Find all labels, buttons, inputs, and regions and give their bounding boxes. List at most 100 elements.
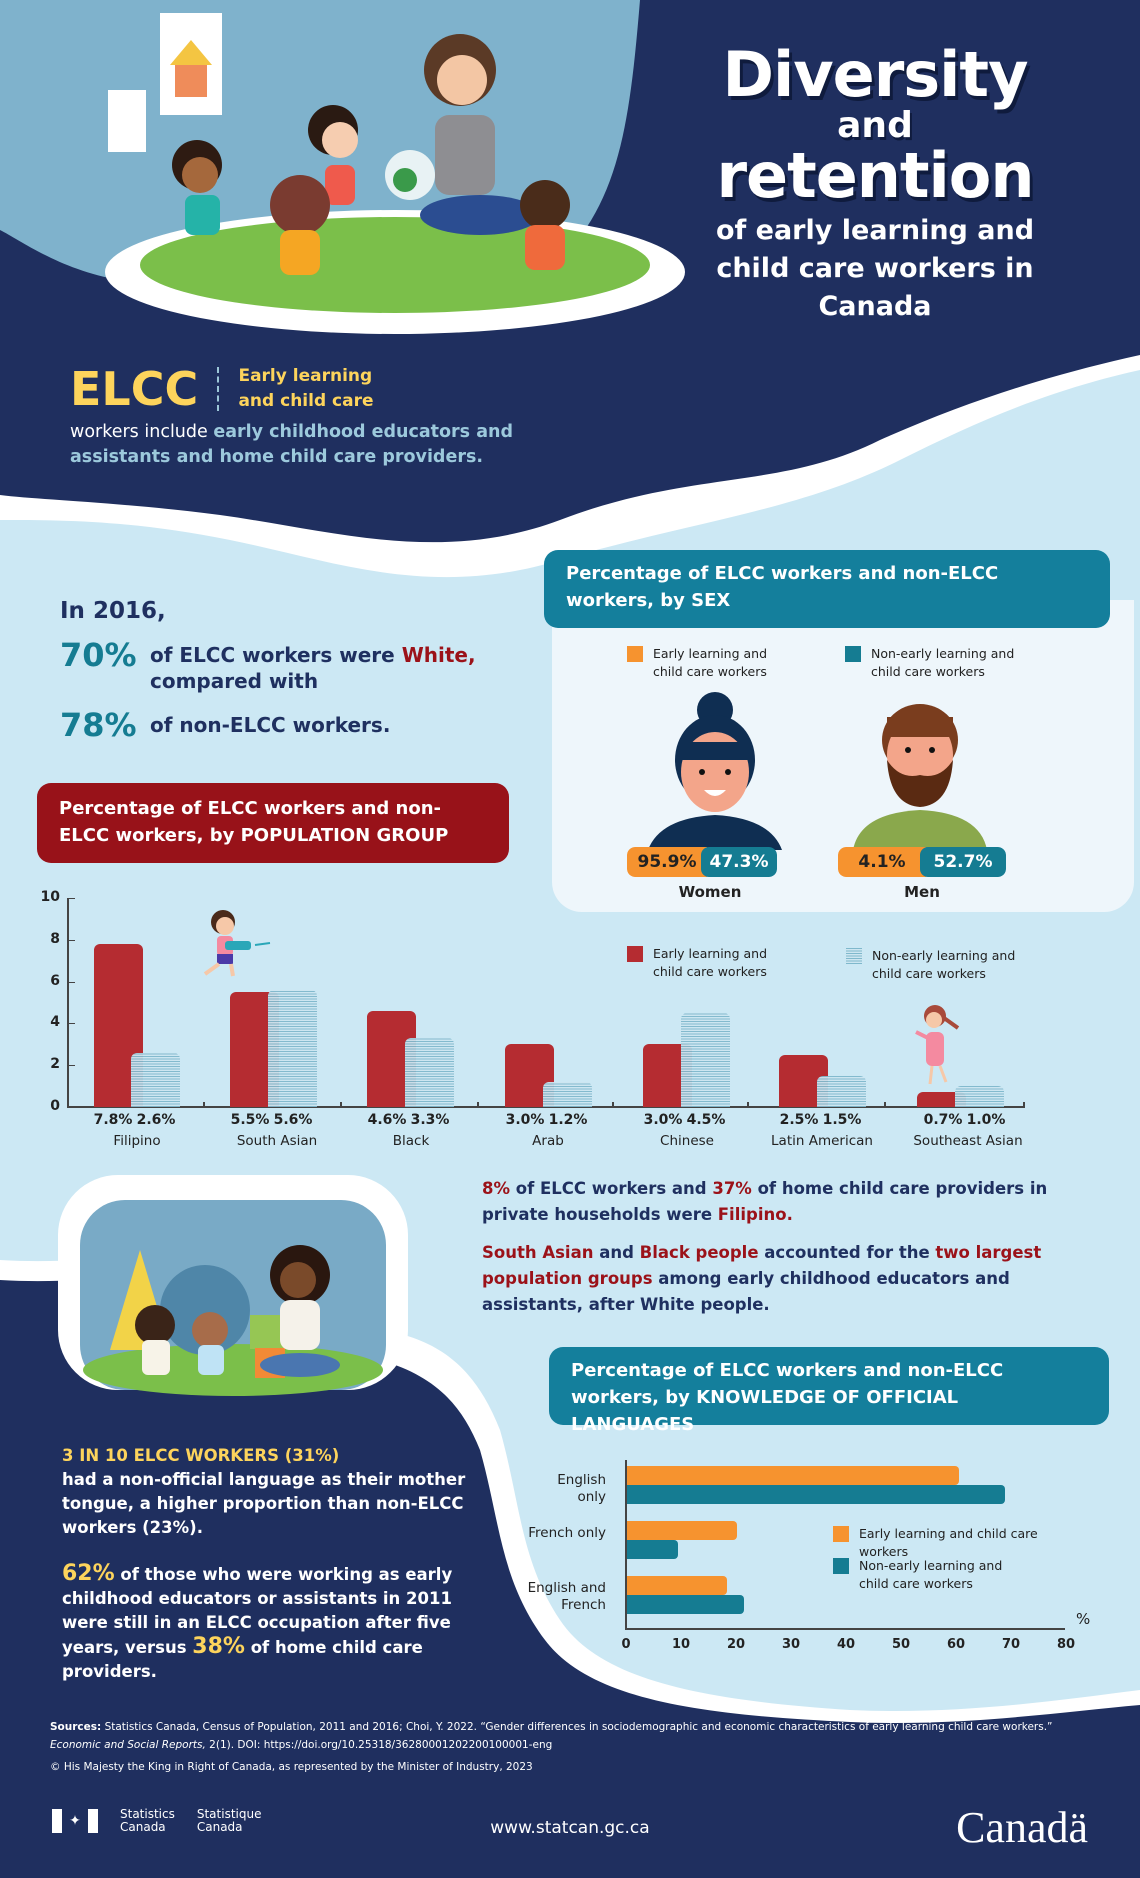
- population-bar-chart: 10 8 6 4 2 0 7.8% 2.6% Filipino 5.5% 5.6…: [0, 880, 1140, 1160]
- pct-38: 38%: [192, 1634, 245, 1659]
- bar-latinamerican-non-elcc: [817, 1076, 866, 1107]
- non-elcc-white-text: of non-ELCC workers.: [150, 713, 391, 737]
- pct-8: 8%: [482, 1179, 511, 1198]
- elcc-full-line-2: and child care: [238, 391, 374, 411]
- striped-swatch: [846, 948, 862, 964]
- population-legend-elcc: Early learning and child care workers: [627, 945, 787, 981]
- dashed-divider: [217, 367, 220, 411]
- blocks-illustration: [110, 1245, 340, 1378]
- bar-southeastasian-elcc: [917, 1092, 966, 1107]
- women-non-elcc-pct: 47.3%: [701, 847, 777, 877]
- statcan-logo: ✦ Statistics Canada Statistique Canada: [52, 1808, 261, 1834]
- legend-label: Early learning and child care workers: [653, 646, 768, 679]
- men-elcc-pct: 4.1%: [838, 847, 926, 877]
- statcan-url-link[interactable]: www.statcan.gc.ca: [490, 1818, 650, 1838]
- category-label: English and French: [527, 1580, 606, 1613]
- legend-label: Non-early learning and child care worker…: [859, 1558, 1003, 1591]
- bar-french-only-elcc: [627, 1521, 737, 1540]
- elcc-abbreviation: ELCC: [70, 362, 199, 416]
- x-tick-mark: [340, 1102, 342, 1107]
- sources-text: Statistics Canada, Census of Population,…: [101, 1721, 1053, 1733]
- x-tick: 80: [1056, 1637, 1076, 1652]
- bar-english-french-elcc: [627, 1576, 727, 1595]
- south-asian-word: South Asian: [482, 1243, 594, 1262]
- value-label: 7.8%: [93, 1112, 133, 1128]
- language-legend-elcc: Early learning and child care workers: [833, 1525, 1063, 1561]
- population-legend-non-elcc: Non-early learning and child care worker…: [846, 947, 1026, 983]
- pct-62: 62%: [62, 1561, 115, 1586]
- journal-name: Economic and Social Reports,: [50, 1739, 206, 1751]
- bar-southasian-non-elcc: [268, 990, 317, 1107]
- title-line-3: retention: [716, 139, 1034, 212]
- stat-year: In 2016,: [60, 598, 166, 624]
- men-non-elcc-pct: 52.7%: [920, 847, 1006, 877]
- sources-label: Sources:: [50, 1721, 102, 1733]
- x-tick: 50: [891, 1637, 911, 1652]
- text: accounted for the: [758, 1243, 936, 1262]
- value-label: 5.5%: [230, 1112, 270, 1128]
- orange-swatch: [833, 1526, 849, 1542]
- text: of ELCC workers and: [510, 1179, 713, 1198]
- value-label: 4.5%: [686, 1112, 726, 1128]
- doi-link[interactable]: 2(1). DOI: https://doi.org/10.25318/3628…: [205, 1739, 553, 1751]
- agency-en-2: Canada: [120, 1820, 166, 1834]
- footer: ✦ Statistics Canada Statistique Canada w…: [0, 1803, 1140, 1852]
- red-swatch: [627, 946, 643, 962]
- agency-name-fr: Statistique Canada: [197, 1808, 262, 1834]
- x-tick-mark: [747, 1102, 749, 1107]
- stat-row-non-elcc: 78% of non-ELCC workers.: [60, 708, 476, 742]
- value-label: 3.0%: [505, 1112, 545, 1128]
- elcc-description: workers include early childhood educator…: [70, 420, 530, 470]
- category-label: Southeast Asian: [913, 1133, 1023, 1149]
- elcc-desc-highlight: early childhood educators and assistants…: [70, 422, 513, 467]
- orange-swatch: [627, 646, 643, 662]
- x-tick: 20: [726, 1637, 746, 1652]
- pct-37: 37%: [712, 1179, 752, 1198]
- x-tick-mark: [203, 1102, 205, 1107]
- population-section-header: Percentage of ELCC workers and non-ELCC …: [37, 783, 509, 863]
- y-axis: [625, 1460, 627, 1630]
- stat-text-white: White,: [401, 643, 476, 667]
- x-tick: 40: [836, 1637, 856, 1652]
- title-line-1: Diversity: [722, 38, 1029, 111]
- elcc-full-line-1: Early learning: [238, 366, 373, 386]
- white-workers-stat: In 2016, 70% of ELCC workers were White,…: [60, 598, 476, 742]
- x-axis: [625, 1628, 1065, 1630]
- teal-swatch: [833, 1558, 849, 1574]
- boy-with-water-gun-icon: [203, 910, 271, 977]
- category-label: Chinese: [660, 1133, 714, 1149]
- y-tick: 2: [50, 1056, 60, 1072]
- x-tick-mark: [884, 1102, 886, 1107]
- men-label: Men: [904, 883, 940, 901]
- bar-chinese-non-elcc: [681, 1013, 730, 1107]
- category-label: French only: [528, 1525, 606, 1541]
- men-percent-pill: 4.1% 52.7%: [838, 847, 1006, 877]
- canada-wordmark: Canadä: [956, 1803, 1088, 1852]
- elcc-white-pct: 70%: [60, 636, 137, 674]
- sex-legend-elcc: Early learning and child care workers: [627, 645, 777, 681]
- category-label: English only: [557, 1472, 606, 1505]
- sex-legend-non-elcc: Non-early learning and child care worker…: [845, 645, 1025, 681]
- x-axis-unit: %: [1076, 1610, 1091, 1628]
- women-elcc-pct: 95.9%: [627, 847, 707, 877]
- x-tick-mark: [1023, 1102, 1025, 1107]
- value-label: 4.6%: [367, 1112, 407, 1128]
- value-label: 5.6%: [273, 1112, 313, 1128]
- x-axis: [67, 1106, 1025, 1108]
- retention-finding: 62% of those who were working as early c…: [62, 1562, 482, 1684]
- agency-fr-1: Statistique: [196, 1807, 262, 1821]
- x-tick: 60: [946, 1637, 966, 1652]
- language-findings: 3 IN 10 ELCC WORKERS (31%) had a non-off…: [62, 1444, 482, 1684]
- x-tick: 0: [621, 1637, 631, 1652]
- value-label: 1.5%: [822, 1112, 862, 1128]
- legend-label: Early learning and child care workers: [653, 946, 768, 979]
- classroom-illustration: [108, 13, 570, 275]
- value-label: 3.0%: [643, 1112, 683, 1128]
- value-label: 1.0%: [966, 1112, 1006, 1128]
- agency-fr-2: Canada: [196, 1820, 243, 1834]
- title-line-2: and: [837, 105, 913, 146]
- elcc-full-name: Early learning and child care: [238, 364, 373, 414]
- bar-english-french-non-elcc: [627, 1595, 744, 1614]
- largest-groups-finding: South Asian and Black people accounted f…: [482, 1240, 1062, 1318]
- bar-black-non-elcc: [405, 1038, 454, 1107]
